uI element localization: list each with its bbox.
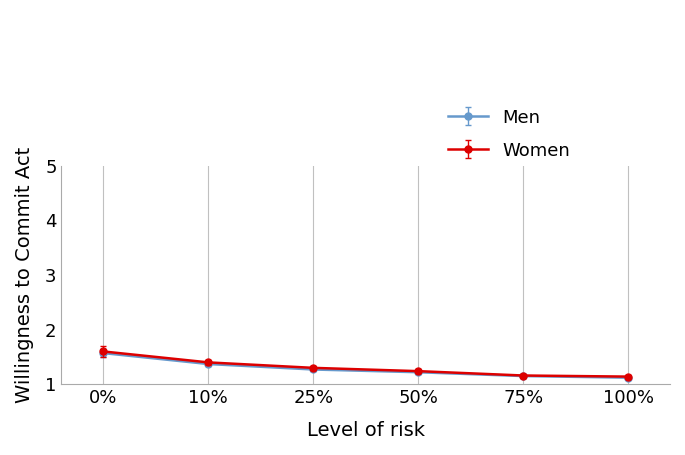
Legend: Men, Women: Men, Women <box>448 109 570 160</box>
X-axis label: Level of risk: Level of risk <box>307 421 425 440</box>
Y-axis label: Willingness to Commit Act: Willingness to Commit Act <box>15 147 34 403</box>
